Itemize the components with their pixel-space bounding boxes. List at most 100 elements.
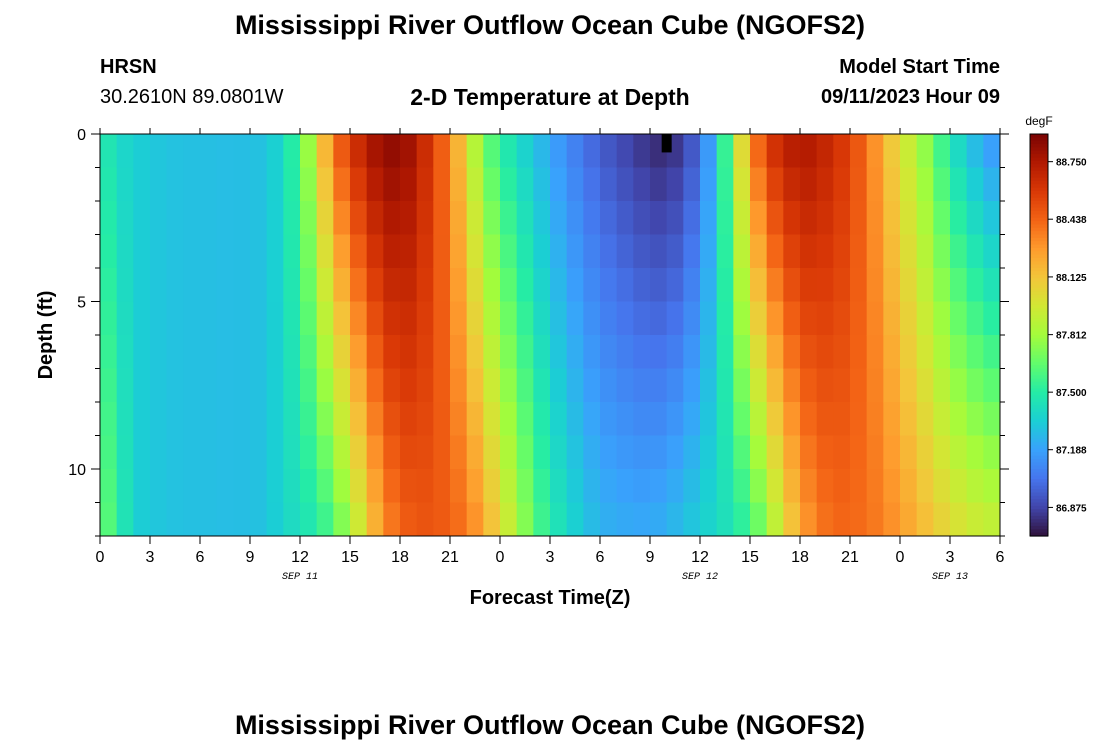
heatmap-cell — [583, 268, 601, 303]
x-tick-label: 15 — [341, 549, 359, 566]
heatmap-cell — [800, 502, 818, 536]
heatmap-cell — [600, 201, 618, 236]
heatmap-cell — [416, 502, 434, 536]
heatmap-cell — [933, 368, 951, 403]
heatmap-cell — [700, 134, 718, 169]
heatmap-cell — [166, 502, 184, 536]
heatmap-cell — [333, 268, 351, 303]
colorbar-swatch — [1030, 137, 1048, 142]
heatmap-cell — [850, 301, 868, 336]
heatmap-cell — [766, 402, 784, 437]
heatmap-cell — [650, 469, 668, 504]
heatmap-cell — [783, 502, 801, 536]
heatmap-cell — [716, 167, 734, 202]
heatmap-cell — [700, 167, 718, 202]
heatmap-cell — [900, 134, 918, 169]
heatmap-cell — [916, 335, 934, 370]
colorbar: 88.750 88.438 88.125 87.812 87.500 87.188 86.8… — [1025, 114, 1087, 537]
heatmap-cell — [866, 268, 884, 303]
heatmap-cell — [300, 402, 318, 437]
colorbar-swatch — [1030, 351, 1048, 356]
heatmap-cell — [383, 335, 401, 370]
heatmap-cell — [633, 435, 651, 470]
colorbar-swatch — [1030, 391, 1048, 396]
x-tick-label: 18 — [391, 549, 409, 566]
heatmap-cell — [350, 435, 368, 470]
colorbar-swatch — [1030, 475, 1048, 480]
heatmap-cell — [616, 368, 634, 403]
heatmap-cell — [450, 368, 468, 403]
heatmap-cell — [216, 201, 234, 236]
colorbar-swatch — [1030, 502, 1048, 507]
heatmap-cell — [483, 402, 501, 437]
heatmap-cell — [450, 201, 468, 236]
heatmap-cell — [950, 201, 968, 236]
heatmap-cell — [816, 435, 834, 470]
heatmap-cell — [733, 335, 751, 370]
heatmap-cell — [766, 201, 784, 236]
heatmap-cell — [150, 368, 168, 403]
heatmap-cell — [783, 335, 801, 370]
heatmap-cell — [816, 469, 834, 504]
colorbar-swatch — [1030, 318, 1048, 323]
x-date-label: SEP 11 — [282, 572, 318, 583]
colorbar-swatch — [1030, 378, 1048, 383]
heatmap-cell — [550, 435, 568, 470]
heatmap-cell — [966, 134, 984, 169]
heatmap-cell — [683, 335, 701, 370]
heatmap-cell — [916, 134, 934, 169]
colorbar-swatch — [1030, 170, 1048, 175]
heatmap-cell — [233, 134, 251, 169]
heatmap-cell — [366, 167, 384, 202]
heatmap-cell — [350, 134, 368, 169]
colorbar-swatch — [1030, 428, 1048, 433]
heatmap-cell — [416, 268, 434, 303]
heatmap-cell — [816, 268, 834, 303]
heatmap-cell — [366, 301, 384, 336]
heatmap-cell — [466, 435, 484, 470]
x-tick-label: 21 — [841, 549, 859, 566]
heatmap-cell — [483, 469, 501, 504]
heatmap-cell — [333, 402, 351, 437]
colorbar-swatch — [1030, 298, 1048, 303]
heatmap-cell — [266, 234, 284, 269]
heatmap-cell — [250, 469, 268, 504]
page-title: Mississippi River Outflow Ocean Cube (NG… — [234, 10, 866, 40]
heatmap-cell — [666, 502, 684, 536]
colorbar-swatch — [1030, 402, 1048, 406]
heatmap-cell — [416, 167, 434, 202]
heatmap-cell — [966, 402, 984, 437]
colorbar-tick-label: 87.500 — [1056, 388, 1087, 399]
heatmap-cell — [516, 435, 534, 470]
heatmap-cell — [383, 167, 401, 202]
heatmap-cell — [183, 167, 201, 202]
heatmap-cell — [100, 134, 118, 169]
colorbar-swatch — [1030, 509, 1048, 514]
colorbar-swatch — [1030, 314, 1048, 319]
heatmap-cell — [883, 402, 901, 437]
heatmap-cell — [616, 502, 634, 536]
heatmap-cell — [750, 402, 768, 437]
heatmap-cell — [883, 301, 901, 336]
heatmap-cell — [400, 469, 418, 504]
heatmap-cell — [633, 201, 651, 236]
colorbar-swatch — [1030, 395, 1048, 400]
heatmap-cell — [116, 268, 134, 303]
heatmap-cell — [283, 234, 301, 269]
heatmap-cell — [416, 402, 434, 437]
heatmap-cell — [500, 368, 518, 403]
heatmap-cell — [166, 234, 184, 269]
heatmap-cell — [100, 402, 118, 437]
heatmap-cell — [866, 469, 884, 504]
heatmap-cell — [283, 502, 301, 536]
colorbar-swatch — [1030, 294, 1048, 299]
heatmap-cell — [533, 201, 551, 236]
heatmap-cell — [216, 167, 234, 202]
heatmap-cell — [516, 201, 534, 236]
page-title-bottom: Mississippi River Outflow Ocean Cube (NG… — [234, 710, 866, 740]
heatmap-cell — [533, 469, 551, 504]
colorbar-swatch — [1030, 157, 1048, 162]
heatmap-cell — [800, 201, 818, 236]
heatmap-cell — [650, 435, 668, 470]
heatmap-cell — [400, 335, 418, 370]
